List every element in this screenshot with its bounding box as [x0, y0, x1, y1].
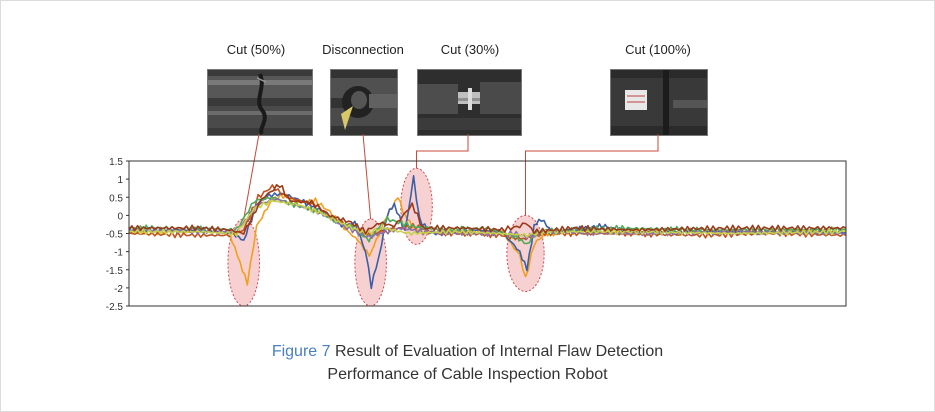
- leader-line: [525, 134, 659, 216]
- line-chart: 1.5 1 0.5 0 -0.5 -1 -1.5 -2 -2.5: [106, 133, 847, 313]
- annotation-label-cut-30: Cut (30%): [440, 42, 500, 57]
- y-tick-label: -1: [114, 248, 123, 259]
- cable-photo-cut-30: [417, 69, 522, 136]
- figure-title-line2: Performance of Cable Inspection Robot: [327, 366, 608, 383]
- y-tick-label: -0.5: [106, 230, 124, 241]
- y-tick-label: -2.5: [106, 302, 124, 313]
- figure-caption: Figure 7 Result of Evaluation of Interna…: [1, 340, 934, 386]
- signal-series-group: [128, 175, 847, 290]
- signal-series-line: [128, 200, 847, 238]
- leader-line: [416, 134, 469, 169]
- leader-line: [243, 133, 260, 220]
- signal-series-line: [128, 184, 847, 235]
- y-axis: 1.5 1 0.5 0 -0.5 -1 -1.5 -2 -2.5: [106, 157, 129, 313]
- leader-line: [362, 133, 372, 220]
- annotation-label-cut-50: Cut (50%): [226, 42, 286, 57]
- cable-photo-cut-50: [207, 69, 313, 136]
- cable-photo-cut-100: [610, 69, 708, 136]
- figure-number: Figure 7: [271, 343, 331, 360]
- leader-lines: [243, 133, 659, 220]
- y-tick-label: -2: [114, 284, 123, 295]
- y-tick-label: 0.5: [109, 193, 123, 204]
- y-tick-label: 1: [117, 175, 123, 186]
- highlight-ellipse: [506, 214, 545, 292]
- annotation-label-disconnection: Disconnection: [322, 42, 404, 57]
- y-tick-label: 0: [117, 211, 123, 222]
- annotation-label-cut-100: Cut (100%): [625, 42, 691, 57]
- y-tick-label: -1.5: [106, 266, 124, 277]
- y-tick-label: 1.5: [109, 157, 123, 168]
- cable-photo-disconnection: [330, 69, 398, 136]
- figure-title-line1: Result of Evaluation of Internal Flaw De…: [334, 343, 664, 360]
